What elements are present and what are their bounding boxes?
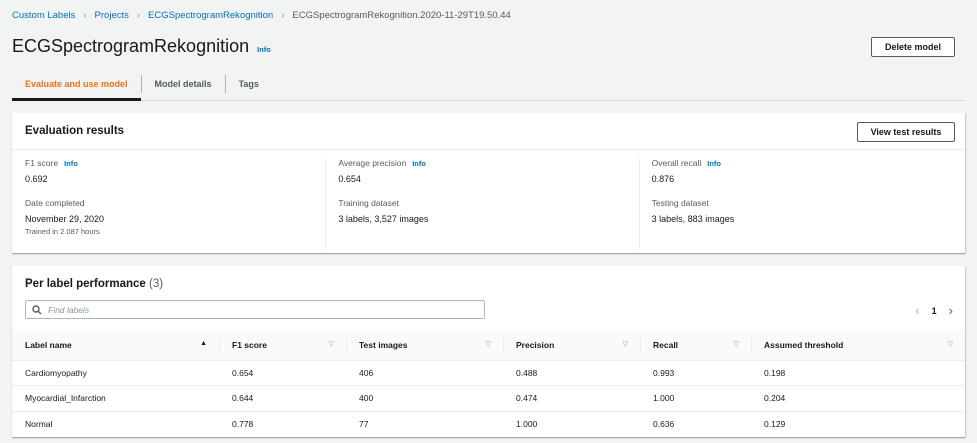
cell-test-images: 406 [346,360,503,386]
search-placeholder: Find labels [48,304,90,315]
chevron-right-icon: › [281,10,285,21]
info-link[interactable]: Info [64,159,78,168]
breadcrumb-custom-labels[interactable]: Custom Labels [12,10,76,21]
info-link[interactable]: Info [412,159,426,168]
tab-tags[interactable]: Tags [238,79,259,89]
pagination: ‹ 1 › [915,303,953,318]
tab-divider [224,75,226,93]
evaluation-results-card: Evaluation results View test results F1 … [12,113,965,253]
tabs: Evaluate and use model Model details Tag… [12,68,965,101]
test-label: Testing dataset [651,198,709,208]
cell-label: Myocardial_Infarction [12,385,219,412]
header-text: Assumed threshold [764,339,844,350]
cell-recall: 0.993 [640,360,751,386]
cell-label: Normal [25,419,53,429]
cell-recall: 0.636 [653,419,675,429]
table-row: Myocardial_Infarction 0.644 400 0.474 1.000 0… [12,385,965,412]
heading-text: Per label performance [25,278,146,290]
table-row: Cardiomyopathy 0.654 406 0.488 0.993 0.198 [12,360,965,386]
header-text: Label name [25,339,72,350]
cell-threshold: 0.129 [764,419,786,429]
header-text: F1 score [232,339,267,350]
cell-f1: 0.644 [219,385,346,412]
tab-divider [140,75,142,93]
label-count: (3) [149,278,164,290]
sort-icon[interactable]: ▽ [485,340,491,348]
recall-label: Overall recall [651,158,702,168]
chevron-right-icon: › [83,10,87,21]
ap-value: 0.654 [338,174,361,184]
date-value: November 29, 2020 [25,214,105,224]
cell-label: Cardiomyopathy [12,360,219,386]
tab-evaluate[interactable]: Evaluate and use model [12,68,141,101]
evaluation-heading: Evaluation results [12,113,965,150]
chevron-right-icon: › [136,10,141,21]
sort-icon[interactable]: ▽ [622,340,628,348]
page-title-row: ECGSpectrogramRekognition Info [12,36,271,57]
page-number[interactable]: 1 [931,305,937,316]
cell-f1: 0.654 [219,360,346,386]
prev-page-icon[interactable]: ‹ [915,303,920,318]
per-label-table: Label name ▲ F1 score ▽ Test images ▽ Preci… [12,330,965,437]
breadcrumb: Custom Labels › Projects › ECGSpectrogra… [12,10,511,21]
column-header-f1[interactable]: F1 score ▽ [219,330,346,361]
column-header-recall[interactable]: Recall ▽ [640,330,751,361]
header-text: Precision [516,339,555,350]
cell-recall: 1.000 [640,385,751,412]
test-value: 3 labels, 883 images [651,214,735,224]
sort-ascending-icon[interactable]: ▲ [200,339,207,347]
sort-icon[interactable]: ▽ [733,340,739,348]
header-text: Recall [653,339,679,350]
next-page-icon[interactable]: › [948,303,953,318]
breadcrumb-current: ECGSpectrogramRekognition.2020-11-29T19.… [292,10,511,21]
view-test-results-button[interactable]: View test results [857,122,955,142]
cell-test-images: 400 [346,385,503,412]
cell-threshold: 0.204 [751,385,965,412]
per-label-card: Per label performance (3) Find labels ‹ … [12,266,965,437]
search-input[interactable]: Find labels [25,300,485,319]
cell-precision: 0.488 [503,360,640,386]
breadcrumb-projects[interactable]: Projects [94,10,129,21]
ap-label: Average precision [338,158,407,168]
trained-duration: Trained in 2.087 hours [25,227,100,236]
recall-value: 0.876 [651,174,675,184]
page-title: ECGSpectrogramRekognition [12,36,250,56]
sort-icon[interactable]: ▽ [947,340,953,348]
cell-test-images: 77 [359,419,369,429]
sort-icon[interactable]: ▽ [328,340,334,348]
info-link[interactable]: Info [707,159,722,168]
cell-threshold: 0.198 [751,360,965,386]
f1-value: 0.692 [25,174,48,184]
search-icon [32,304,42,314]
per-label-heading: Per label performance (3) [25,278,163,290]
train-value: 3 labels, 3,527 images [338,214,429,224]
cell-precision: 0.474 [503,385,640,412]
tab-model-details[interactable]: Model details [154,79,212,89]
delete-model-button[interactable]: Delete model [871,37,955,57]
breadcrumb-project[interactable]: ECGSpectrogramRekognition [148,10,274,21]
column-header-precision[interactable]: Precision ▽ [503,330,640,361]
train-label: Training dataset [338,198,399,208]
table-row: Normal 0.778 77 1.000 0.636 0.129 [12,411,965,437]
cell-f1: 0.778 [232,419,254,429]
header-text: Test images [359,339,408,350]
date-label: Date completed [25,198,85,208]
f1-label: F1 score [25,158,59,168]
column-header-test-images[interactable]: Test images ▽ [346,330,503,361]
cell-precision: 1.000 [516,419,538,429]
column-header-threshold[interactable]: Assumed threshold ▽ [751,330,965,361]
info-link[interactable]: Info [257,45,271,54]
column-header-label-name[interactable]: Label name ▲ [12,330,219,361]
